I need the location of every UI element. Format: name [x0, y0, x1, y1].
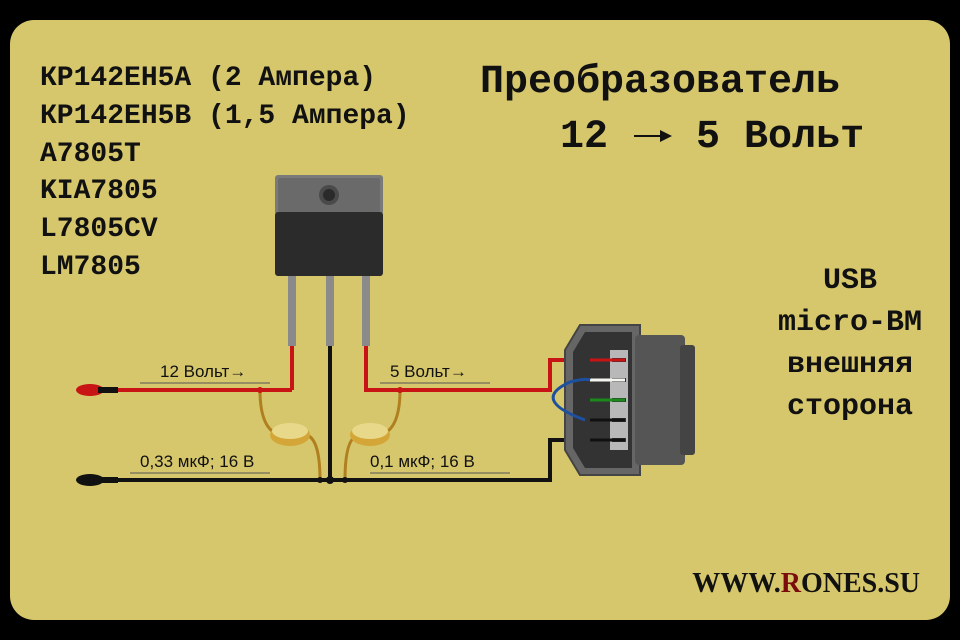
schematic-svg: [10, 20, 950, 620]
usb-micro-icon: [565, 325, 695, 475]
diagram-card: КР142ЕН5А (2 Ампера) КР142ЕН5В (1,5 Ампе…: [10, 20, 950, 620]
capacitor-1-icon: [257, 387, 323, 483]
capacitor-2-icon: [342, 387, 403, 483]
regulator-chip-icon: [275, 175, 383, 346]
